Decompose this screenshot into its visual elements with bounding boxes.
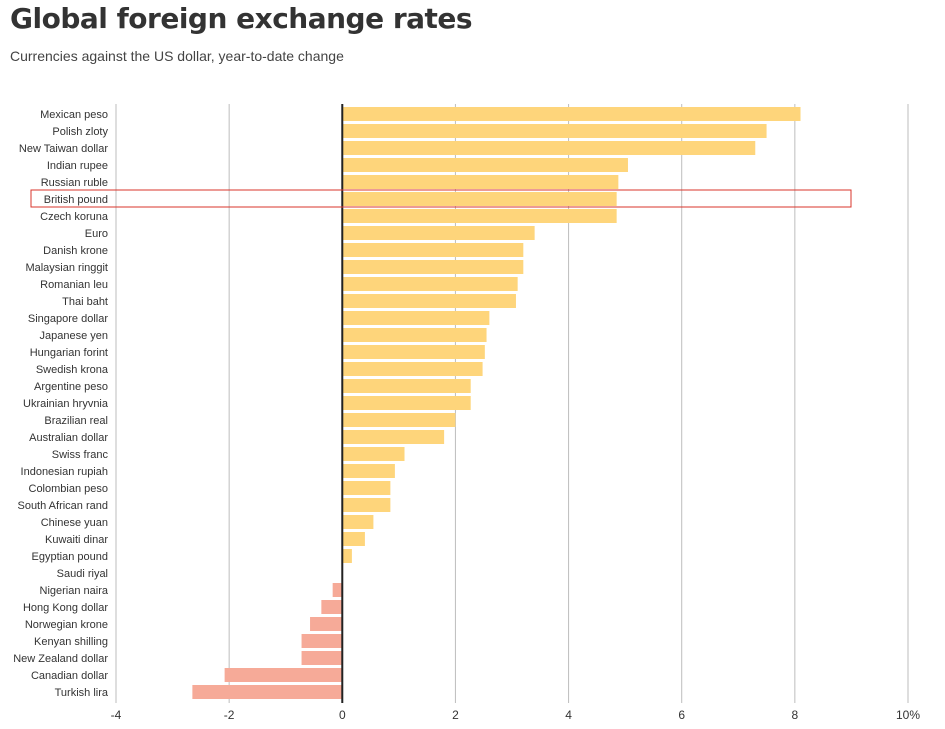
category-label: Canadian dollar [31, 670, 108, 682]
x-tick-label: 10% [896, 708, 920, 722]
category-label: Chinese yuan [41, 517, 108, 529]
bars [192, 104, 801, 703]
bar [342, 464, 395, 478]
bar [342, 498, 391, 512]
category-label: Argentine peso [34, 381, 108, 393]
bar [332, 583, 343, 597]
category-label: South African rand [17, 500, 108, 512]
category-label: Swedish krona [36, 364, 109, 376]
category-label: Australian dollar [29, 432, 108, 444]
bar [342, 413, 456, 427]
bar [342, 243, 524, 257]
bar [342, 549, 352, 563]
bar [342, 260, 524, 274]
bar [342, 447, 405, 461]
x-tick-label: 4 [565, 708, 572, 722]
bar [224, 668, 343, 682]
category-label: Kenyan shilling [34, 636, 108, 648]
category-label: Swiss franc [52, 449, 109, 461]
chart-subtitle: Currencies against the US dollar, year-t… [10, 48, 344, 64]
bar [310, 617, 343, 631]
bar [301, 651, 343, 665]
category-label: Hungarian forint [30, 347, 108, 359]
category-label: Euro [85, 228, 108, 240]
category-label: Malaysian ringgit [25, 262, 108, 274]
category-label: Brazilian real [44, 415, 108, 427]
bar [342, 379, 471, 393]
category-label: Thai baht [62, 296, 108, 308]
bar [342, 124, 767, 138]
category-label: Norwegian krone [25, 619, 108, 631]
bar [342, 430, 445, 444]
category-label: Singapore dollar [28, 313, 108, 325]
bar [342, 294, 516, 308]
bar [192, 685, 343, 699]
x-tick-label: 6 [678, 708, 685, 722]
x-tick-label: 2 [452, 708, 459, 722]
category-label: Japanese yen [40, 330, 109, 342]
category-label: Turkish lira [55, 687, 109, 699]
category-labels: Mexican peso Polish zloty New Taiwan dolla… [13, 109, 852, 699]
category-label: Egyptian pound [32, 551, 108, 563]
category-label: Colombian peso [29, 483, 109, 495]
category-label: British pound [44, 194, 108, 206]
category-label: Czech koruna [40, 211, 109, 223]
bar [342, 328, 487, 342]
highlight-box [30, 189, 852, 208]
bar [321, 600, 343, 614]
bar [342, 158, 628, 172]
category-label: Saudi riyal [57, 568, 108, 580]
category-label: Mexican peso [40, 109, 108, 121]
chart-title: Global foreign exchange rates [10, 2, 473, 35]
gridlines [115, 104, 909, 703]
category-label: Hong Kong dollar [23, 602, 108, 614]
bar [342, 226, 535, 240]
bar [342, 362, 483, 376]
bar [342, 311, 490, 325]
bar [342, 175, 619, 189]
category-label: Ukrainian hryvnia [23, 398, 109, 410]
x-tick-label: 8 [792, 708, 799, 722]
category-label: Kuwaiti dinar [45, 534, 108, 546]
category-label: Indonesian rupiah [21, 466, 108, 478]
category-label: New Zealand dollar [13, 653, 108, 665]
x-tick-label: 0 [339, 708, 346, 722]
category-label: Indian rupee [47, 160, 108, 172]
bar [342, 277, 518, 291]
category-label: Polish zloty [52, 126, 108, 138]
bar [342, 209, 617, 223]
category-label: Romanian leu [40, 279, 108, 291]
category-label: Nigerian naira [40, 585, 109, 597]
x-tick-label: -4 [111, 708, 122, 722]
bar [342, 481, 391, 495]
bar [342, 515, 374, 529]
bar [342, 532, 365, 546]
x-axis-ticks: -4 -2 0 2 4 6 8 10% [111, 708, 921, 722]
bar [342, 396, 471, 410]
category-label: Russian ruble [41, 177, 108, 189]
bar [342, 141, 756, 155]
category-label: Danish krone [43, 245, 108, 257]
bar [342, 107, 801, 121]
category-label: New Taiwan dollar [19, 143, 108, 155]
bar [342, 345, 485, 359]
x-tick-label: -2 [224, 708, 235, 722]
bar [342, 192, 617, 206]
bar [301, 634, 343, 648]
